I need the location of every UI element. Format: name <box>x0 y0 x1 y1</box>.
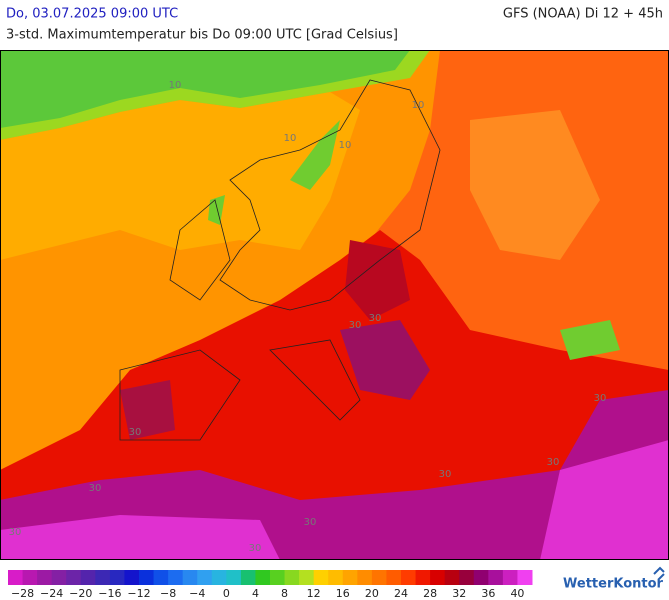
legend-swatch <box>444 570 460 585</box>
legend-swatch <box>182 570 198 585</box>
coastline <box>119 199 361 441</box>
contour-label: 10 <box>339 140 352 151</box>
legend-swatch <box>415 570 431 585</box>
legend-tick-label: 36 <box>481 587 495 600</box>
contour-label: 10 <box>284 133 297 144</box>
brand-icon <box>653 566 665 581</box>
legend-swatch <box>459 570 475 585</box>
legend-tick-label: 12 <box>307 587 321 600</box>
legend-tick-label: −20 <box>69 587 92 600</box>
legend-swatch <box>197 570 213 585</box>
legend-swatch <box>357 570 373 585</box>
map <box>0 50 669 560</box>
contour-label: 30 <box>304 517 317 528</box>
legend-swatch <box>109 570 125 585</box>
legend-tick-label: −12 <box>127 587 150 600</box>
header-subtitle: 3-std. Maximumtemperatur bis Do 09:00 UT… <box>6 28 398 43</box>
brand: WetterKontor <box>563 566 665 592</box>
legend-swatch <box>51 570 67 585</box>
contour-label: 10 <box>412 100 425 111</box>
legend-swatch <box>488 570 504 585</box>
header-date: Do, 03.07.2025 09:00 UTC <box>6 7 178 22</box>
contour-label: 10 <box>169 80 182 91</box>
legend-tick-label: −8 <box>160 587 176 600</box>
legend-swatch <box>386 570 402 585</box>
legend-swatch <box>80 570 96 585</box>
legend-swatch <box>255 570 271 585</box>
zone-iberia <box>120 380 175 440</box>
zone-crimea <box>560 320 620 360</box>
zone-scandinavia <box>208 120 340 225</box>
legend-swatch <box>66 570 82 585</box>
legend-swatch <box>299 570 315 585</box>
legend-swatch <box>401 570 417 585</box>
legend-swatch <box>270 570 286 585</box>
legend-swatch <box>226 570 242 585</box>
contour-label: 30 <box>369 313 382 324</box>
zone-hot-inner <box>470 110 600 260</box>
legend-swatch <box>517 570 533 585</box>
legend-tick-label: 0 <box>223 587 230 600</box>
contour-label: 30 <box>349 320 362 331</box>
legend-tick-label: 8 <box>281 587 288 600</box>
legend-swatch <box>430 570 446 585</box>
zone-balkan <box>340 320 430 400</box>
legend-tick-label: −28 <box>11 587 34 600</box>
legend-swatch <box>95 570 111 585</box>
legend-swatch <box>153 570 169 585</box>
legend-swatch <box>139 570 155 585</box>
legend-swatch <box>502 570 518 585</box>
legend-swatch <box>211 570 227 585</box>
legend-tick-label: 20 <box>365 587 379 600</box>
header-model: GFS (NOAA) Di 12 + 45h <box>503 7 663 22</box>
brand-name: WetterKontor <box>563 577 664 592</box>
contour-label: 30 <box>129 427 142 438</box>
legend-tick-label: 32 <box>452 587 466 600</box>
legend-tick-label: 28 <box>423 587 437 600</box>
legend-tick-label: −4 <box>189 587 205 600</box>
zone-warm <box>1 92 360 260</box>
contour-label: 30 <box>249 543 262 554</box>
legend-swatch <box>22 570 38 585</box>
zone-cool <box>1 51 410 128</box>
coastline <box>219 79 441 311</box>
legend-swatch <box>313 570 329 585</box>
contour-label: 30 <box>9 527 22 538</box>
legend-tick-label: −16 <box>98 587 121 600</box>
legend-swatch <box>328 570 344 585</box>
contour-label: 30 <box>594 393 607 404</box>
legend-tick-label: −24 <box>40 587 63 600</box>
legend-tick-label: 24 <box>394 587 408 600</box>
zone-center <box>345 240 410 320</box>
legend-swatch <box>342 570 358 585</box>
legend-swatch <box>124 570 140 585</box>
contour-label: 30 <box>547 457 560 468</box>
legend-swatch <box>37 570 53 585</box>
legend-swatch <box>473 570 489 585</box>
legend-swatch <box>240 570 256 585</box>
zone-extreme <box>1 440 668 559</box>
contour-label: 30 <box>89 483 102 494</box>
legend-tick-label: 4 <box>252 587 259 600</box>
legend-swatch <box>284 570 300 585</box>
legend-swatch <box>8 570 24 585</box>
legend-swatch <box>371 570 387 585</box>
legend-tick-label: 40 <box>510 587 524 600</box>
legend-tick-label: 16 <box>336 587 350 600</box>
contour-label: 30 <box>439 469 452 480</box>
legend-swatch <box>168 570 184 585</box>
